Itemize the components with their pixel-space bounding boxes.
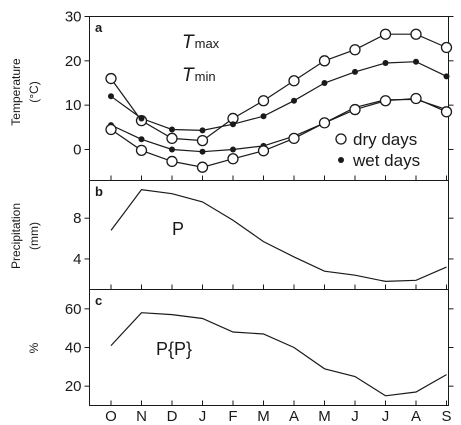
dry-days-point: [257, 95, 270, 107]
panel-b-ytick-label: 4: [73, 251, 81, 268]
dry-days-point: [440, 41, 453, 54]
wet-days-point: [352, 68, 358, 75]
dry-days-point: [349, 103, 361, 116]
wet-days-point: [169, 126, 175, 133]
dry-days-point: [379, 28, 392, 40]
dry-days-point: [318, 55, 331, 67]
xtick-label: J: [199, 408, 207, 425]
panel-b-frame: [89, 180, 449, 290]
wet-days-point: [138, 136, 145, 143]
xtick-label: A: [411, 408, 421, 425]
dry-days-point: [166, 155, 178, 168]
xtick-label: N: [136, 408, 147, 425]
wet-days-point: [230, 146, 236, 153]
tmax-label: Tmax: [182, 32, 220, 53]
dry-days-point: [318, 117, 331, 129]
panel-b-ylabel-line2: (mm): [27, 222, 41, 250]
legend-dry-days-marker: [335, 133, 347, 145]
xtick-label: S: [441, 408, 451, 425]
xtick-label: M: [318, 408, 331, 425]
legend: dry days wet days: [335, 130, 420, 170]
dry-days-point: [196, 134, 209, 147]
panel-c-series-0-line: [110, 312, 447, 397]
panel-b-ytick-label: 8: [73, 210, 81, 227]
xtick-label: O: [105, 408, 117, 425]
xtick-label: M: [257, 408, 270, 425]
xtick-label: A: [289, 408, 299, 425]
wet-days-point: [199, 127, 206, 134]
wet-days-point: [413, 58, 419, 65]
panel-a-ytick-label: 0: [73, 141, 81, 158]
dry-days-point: [288, 75, 300, 87]
dry-days-point: [410, 28, 422, 40]
legend-wet-days-marker: [338, 157, 344, 163]
xtick-label: J: [382, 408, 390, 425]
wet-days-point: [199, 148, 206, 155]
panel-a-ylabel-line2: (°C): [27, 81, 41, 102]
data-markers: [105, 28, 453, 173]
xtick-label: J: [351, 408, 359, 425]
wet-days-point: [138, 115, 145, 122]
dry-days-point: [349, 44, 361, 56]
xtick-label: F: [228, 408, 237, 425]
panel-a-label: a: [95, 20, 103, 35]
dry-days-point: [257, 145, 270, 157]
wet-days-point: [291, 97, 297, 104]
wet-days-point: [108, 93, 114, 100]
panel-b-ylabel-line1: Precipitation: [9, 203, 23, 269]
panel-c-frame: [89, 289, 449, 406]
panel-b-label: b: [95, 184, 103, 199]
panel-a-series-1-line: [110, 61, 447, 132]
axis-ticks: 0 10 20 30 4 8 20 40 60 O N D J F M A M J J A S: [65, 9, 454, 425]
wet-days-point: [230, 121, 236, 128]
wet-days-point: [169, 146, 175, 153]
panel-c-ytick-label: 20: [65, 378, 82, 395]
legend-dry-days-label: dry days: [353, 130, 417, 149]
panel-c-curve-label: P{P}: [156, 339, 192, 359]
panel-c-ytick-label: 40: [65, 340, 82, 357]
panel-c-ytick-label: 60: [65, 301, 82, 318]
wet-days-point: [382, 60, 389, 67]
panel-a-ytick-label: 10: [65, 97, 82, 114]
tmin-label: Tmin: [182, 65, 216, 86]
dry-days-point: [135, 144, 148, 157]
panel-c-ylabel: %: [27, 342, 41, 353]
dry-days-point: [105, 123, 117, 136]
wet-days-point: [443, 73, 450, 80]
dry-days-point: [440, 106, 453, 118]
panel-b-curve-label: P: [172, 219, 184, 239]
panel-a-ytick-label: 20: [65, 53, 82, 70]
xtick-label: D: [167, 408, 178, 425]
dry-days-point: [227, 153, 239, 165]
dry-days-point: [166, 132, 178, 145]
dry-days-point: [379, 95, 392, 107]
panel-b-series-0-line: [110, 189, 447, 283]
panel-a-ytick-label: 30: [65, 9, 82, 26]
panel-a-series-0-line: [110, 33, 447, 142]
panel-c-label: c: [95, 293, 102, 308]
panel-a-ylabel-line1: Temperature: [9, 58, 23, 126]
dry-days-point: [196, 161, 209, 173]
legend-wet-days-label: wet days: [352, 151, 420, 170]
dry-days-point: [288, 132, 300, 145]
dry-days-point: [105, 72, 117, 85]
wet-days-point: [321, 79, 328, 86]
wet-days-point: [260, 113, 267, 120]
dry-days-point: [410, 92, 422, 105]
